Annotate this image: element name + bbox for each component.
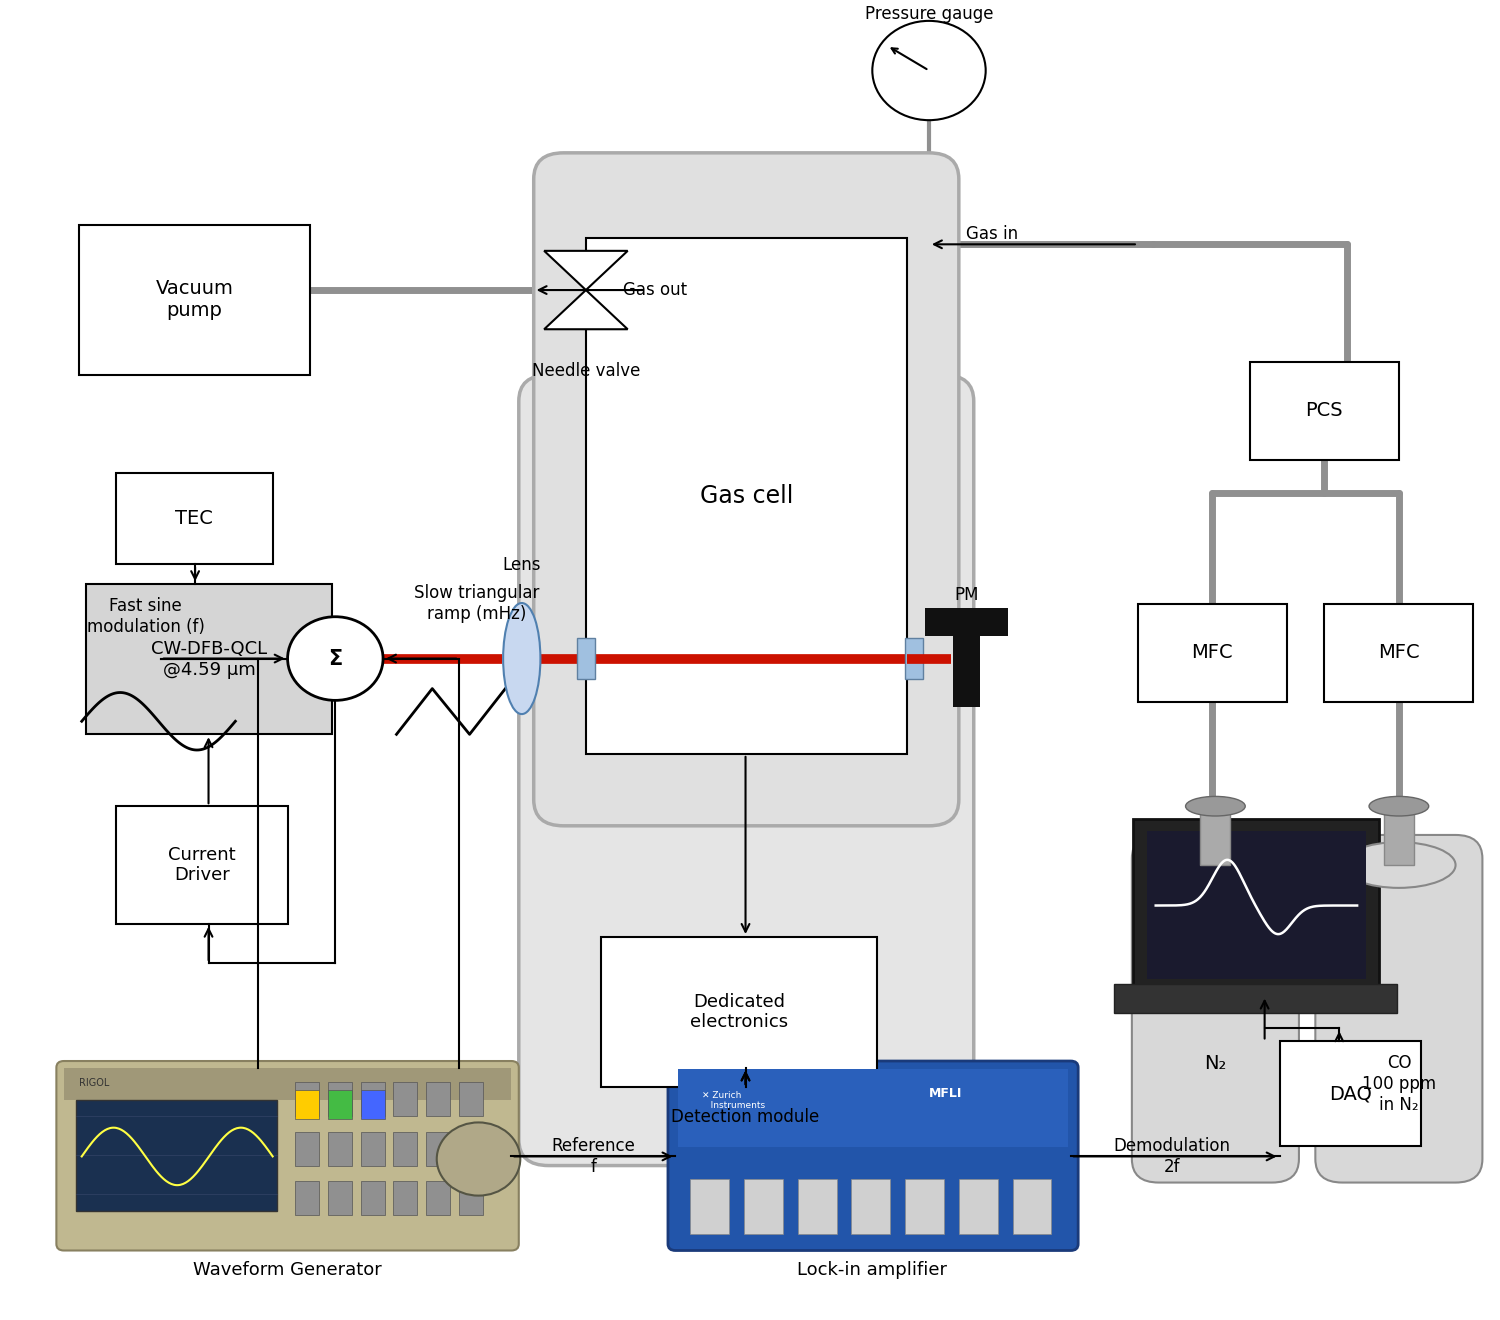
Ellipse shape: [1185, 796, 1245, 816]
Bar: [330, 642, 340, 676]
Bar: [904, 1179, 944, 1233]
Text: Needle valve: Needle valve: [531, 362, 640, 380]
Bar: [1148, 832, 1366, 978]
Bar: [328, 1082, 351, 1115]
Bar: [328, 1131, 351, 1166]
Text: PM: PM: [954, 586, 978, 603]
Ellipse shape: [1158, 842, 1272, 888]
Text: Waveform Generator: Waveform Generator: [194, 1261, 382, 1279]
Text: MFC: MFC: [1378, 643, 1419, 663]
FancyBboxPatch shape: [86, 583, 333, 734]
Text: CO
100 ppm
in N₂: CO 100 ppm in N₂: [1362, 1055, 1436, 1114]
Bar: [1134, 820, 1380, 989]
Ellipse shape: [1370, 796, 1428, 816]
Bar: [690, 1179, 729, 1233]
Bar: [64, 1068, 512, 1101]
Bar: [952, 609, 980, 708]
Bar: [904, 638, 922, 680]
Bar: [393, 1082, 417, 1115]
Text: Reference
f: Reference f: [552, 1137, 636, 1176]
Text: CW-DFB-QCL
@4.59 μm: CW-DFB-QCL @4.59 μm: [152, 640, 267, 678]
Text: Gas cell: Gas cell: [699, 484, 794, 508]
Bar: [958, 1179, 998, 1233]
Bar: [459, 1181, 483, 1216]
Text: Gas out: Gas out: [622, 281, 687, 300]
Bar: [360, 1090, 384, 1118]
Bar: [1200, 807, 1230, 865]
Text: Vacuum
pump: Vacuum pump: [156, 280, 234, 321]
Bar: [360, 1181, 384, 1216]
FancyBboxPatch shape: [1250, 362, 1400, 459]
FancyBboxPatch shape: [586, 238, 906, 754]
Ellipse shape: [503, 603, 540, 714]
Bar: [426, 1131, 450, 1166]
FancyBboxPatch shape: [602, 937, 877, 1088]
Polygon shape: [544, 290, 627, 329]
Bar: [328, 1090, 351, 1118]
Text: PCS: PCS: [1305, 401, 1342, 421]
FancyBboxPatch shape: [78, 224, 310, 375]
Text: Dedicated
electronics: Dedicated electronics: [690, 993, 788, 1031]
FancyBboxPatch shape: [1280, 1041, 1420, 1146]
FancyBboxPatch shape: [1138, 603, 1287, 702]
Text: Gas in: Gas in: [966, 224, 1018, 243]
Circle shape: [436, 1122, 520, 1196]
FancyBboxPatch shape: [116, 473, 273, 565]
Bar: [296, 1090, 320, 1118]
Bar: [1114, 983, 1398, 1012]
Text: Fast sine
modulation (f): Fast sine modulation (f): [87, 598, 206, 636]
Bar: [1384, 807, 1414, 865]
Bar: [578, 638, 596, 680]
Text: ✕ Zurich
   Instruments: ✕ Zurich Instruments: [702, 1092, 765, 1110]
FancyBboxPatch shape: [1316, 836, 1482, 1183]
Text: MFC: MFC: [1191, 643, 1233, 663]
FancyBboxPatch shape: [519, 375, 974, 1166]
Bar: [76, 1101, 278, 1212]
Ellipse shape: [1342, 842, 1455, 888]
FancyBboxPatch shape: [57, 1061, 519, 1250]
Bar: [426, 1082, 450, 1115]
Bar: [296, 1181, 320, 1216]
Circle shape: [288, 616, 382, 701]
Bar: [459, 1082, 483, 1115]
Bar: [744, 1179, 783, 1233]
Circle shape: [873, 21, 986, 120]
Text: Demodulation
2f: Demodulation 2f: [1113, 1137, 1230, 1176]
Bar: [459, 1131, 483, 1166]
Text: N₂: N₂: [1204, 1055, 1227, 1073]
Text: TEC: TEC: [176, 510, 213, 528]
Text: Detection module: Detection module: [672, 1109, 819, 1126]
Bar: [1013, 1179, 1052, 1233]
Bar: [360, 1131, 384, 1166]
Bar: [393, 1181, 417, 1216]
Text: Lens: Lens: [503, 556, 542, 574]
Text: Σ: Σ: [328, 648, 342, 668]
Bar: [360, 1082, 384, 1115]
Bar: [426, 1181, 450, 1216]
FancyBboxPatch shape: [1132, 836, 1299, 1183]
FancyBboxPatch shape: [116, 807, 288, 924]
Bar: [798, 1179, 837, 1233]
FancyBboxPatch shape: [534, 153, 958, 826]
Polygon shape: [544, 251, 627, 290]
Text: MFLI: MFLI: [928, 1088, 963, 1100]
Text: Pressure gauge: Pressure gauge: [864, 5, 993, 24]
Bar: [678, 1069, 1068, 1147]
Text: RIGOL: RIGOL: [78, 1078, 110, 1088]
FancyBboxPatch shape: [668, 1061, 1078, 1250]
Text: Slow triangular
ramp (mHz): Slow triangular ramp (mHz): [414, 585, 540, 623]
Text: Current
Driver: Current Driver: [168, 846, 236, 884]
Bar: [393, 1131, 417, 1166]
Text: Lock-in amplifier: Lock-in amplifier: [798, 1261, 948, 1279]
Bar: [296, 1131, 320, 1166]
Text: DAQ: DAQ: [1329, 1084, 1372, 1104]
Bar: [296, 1082, 320, 1115]
Bar: [924, 607, 1008, 636]
FancyBboxPatch shape: [1324, 603, 1473, 702]
Bar: [328, 1181, 351, 1216]
Bar: [852, 1179, 889, 1233]
